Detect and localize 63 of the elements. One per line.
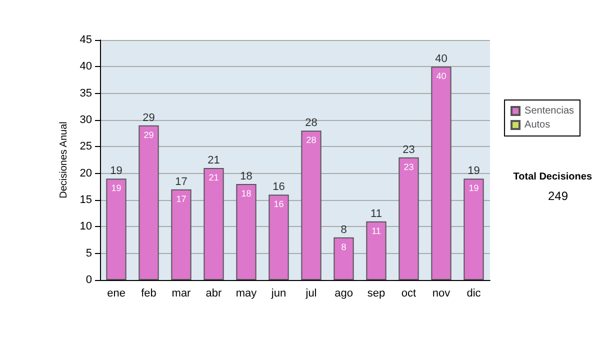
y-tick-label: 45 xyxy=(80,34,92,46)
x-tick-label: nov xyxy=(432,288,451,300)
data-label: 8 xyxy=(341,242,346,252)
text: Total Decisiones xyxy=(513,172,592,182)
total-label: 17 xyxy=(175,176,188,188)
x-tick-label: may xyxy=(236,288,258,300)
bar xyxy=(301,130,322,280)
total-label: 21 xyxy=(208,154,220,166)
y-tick-label: 5 xyxy=(86,247,92,260)
total-label: 11 xyxy=(370,208,382,220)
data-label: 28 xyxy=(306,135,316,146)
total-label: 28 xyxy=(305,117,318,130)
y-tick-label: 0 xyxy=(86,274,92,286)
bar xyxy=(236,184,256,280)
data-label: 16 xyxy=(274,199,284,210)
y-tick-label: 15 xyxy=(80,194,92,206)
data-label: 29 xyxy=(144,130,154,140)
data-label: 17 xyxy=(176,194,186,204)
x-tick-label: feb xyxy=(141,288,156,300)
bar xyxy=(431,66,452,280)
x-tick-label: sep xyxy=(367,288,386,300)
x-tick-label: abr xyxy=(206,288,222,300)
bar xyxy=(138,125,159,280)
legend-label: Autos xyxy=(524,120,550,130)
y-tick-label: 25 xyxy=(80,140,92,153)
bar xyxy=(366,221,386,280)
data-label: 23 xyxy=(404,162,414,172)
legend-label: Sentencias xyxy=(524,106,574,116)
bar xyxy=(398,157,419,280)
data-label: 19 xyxy=(111,183,122,194)
total-label: 29 xyxy=(142,112,155,124)
x-tick-label: ene xyxy=(107,288,126,300)
total-label: 19 xyxy=(468,165,480,178)
bar xyxy=(268,194,289,280)
y-tick-label: 35 xyxy=(80,87,92,100)
total-label: 8 xyxy=(340,224,347,236)
y-tick-label: 20 xyxy=(80,167,92,180)
bar xyxy=(106,178,126,280)
x-tick-label: ago xyxy=(334,288,353,300)
data-label: 11 xyxy=(372,226,381,236)
total-label: 40 xyxy=(435,53,448,66)
bar xyxy=(334,237,354,280)
y-tick-label: 30 xyxy=(80,114,92,126)
data-label: 40 xyxy=(436,71,446,82)
total-label: 16 xyxy=(272,181,285,194)
data-label: 21 xyxy=(208,172,219,182)
data-label: 19 xyxy=(468,183,479,194)
total-label: 18 xyxy=(240,170,252,182)
total-label: 19 xyxy=(110,165,122,178)
y-tick-label: 40 xyxy=(80,60,92,73)
x-tick-label: mar xyxy=(172,288,192,300)
total-label: 23 xyxy=(402,144,415,156)
x-tick-label: jul xyxy=(304,288,317,300)
x-tick-label: jun xyxy=(270,288,286,300)
x-tick-label: oct xyxy=(401,288,416,300)
text: 249 xyxy=(548,189,568,203)
bar xyxy=(464,178,484,280)
y-tick-label: 10 xyxy=(80,220,92,233)
data-label: 18 xyxy=(241,188,252,198)
y-axis-title: Decisiones Anual xyxy=(58,122,70,198)
x-tick-label: dic xyxy=(466,288,482,300)
bar xyxy=(204,168,224,280)
bar xyxy=(171,189,192,280)
